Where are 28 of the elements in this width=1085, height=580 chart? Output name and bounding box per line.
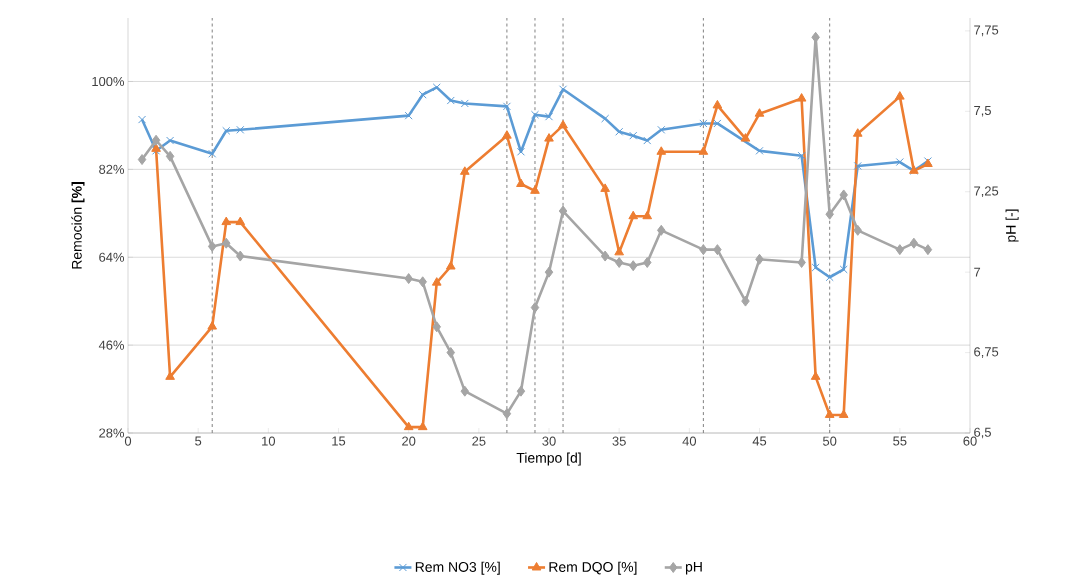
x-tick-label: 35 [612, 436, 626, 446]
y-tick-label: 82% [99, 164, 125, 174]
y-tick-label: 46% [98, 340, 125, 350]
y-tick-label: 28% [99, 428, 125, 438]
x-tick-label: 40 [682, 436, 697, 446]
y-axis-title: Remoción [%] [71, 182, 85, 269]
x-tick-label: 5 [195, 436, 202, 446]
legend-label: Rem NO3 [%] [415, 561, 500, 575]
y2-tick-label: 7,5 [974, 106, 991, 117]
y2-tick-label: 7 [974, 267, 981, 277]
x-tick-label: 50 [822, 436, 837, 446]
x-axis-title: Tiempo [d] [516, 452, 581, 466]
x-tick-label: 30 [542, 436, 556, 446]
x-tick-label: 25 [472, 436, 486, 446]
y2-axis-title: pH [-] [1005, 209, 1019, 242]
x-tick-label: 20 [402, 436, 416, 446]
x-tick-label: 10 [262, 436, 276, 446]
y2-tick-label: 6,75 [974, 347, 999, 358]
y2-tick-label: 7,25 [974, 186, 999, 198]
x-tick-label: 0 [124, 436, 132, 446]
legend-label: Rem DQO [%] [549, 561, 637, 575]
x-tick-label: 45 [752, 436, 767, 446]
x-tick-label: 55 [893, 436, 907, 446]
y-tick-label: 100% [92, 76, 125, 87]
x-tick-label: 15 [332, 436, 346, 446]
legend-label: pH [685, 561, 702, 575]
y-tick-label: 64% [99, 252, 125, 262]
y2-tick-label: 7,75 [974, 25, 999, 37]
